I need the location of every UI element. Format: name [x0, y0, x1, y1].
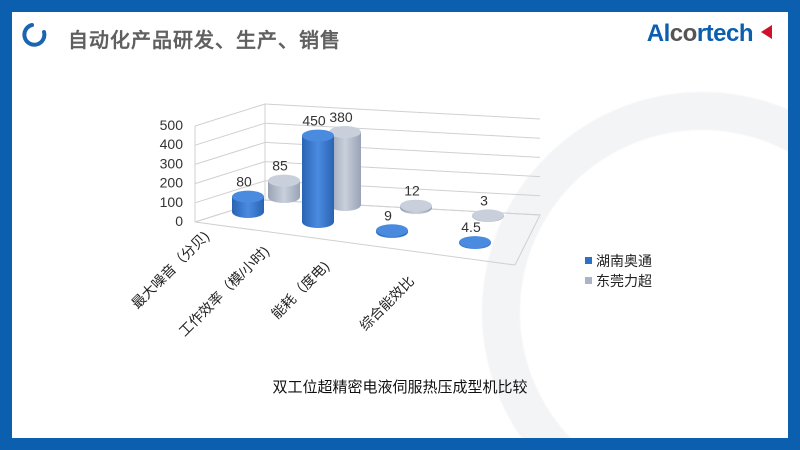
slide	[12, 12, 788, 438]
cylinder-top	[472, 209, 504, 222]
data-label: 9	[384, 207, 392, 223]
gridline	[194, 103, 541, 127]
y-tick-label: 100	[160, 194, 184, 210]
logo-text-1: Al	[646, 20, 671, 47]
gridline	[194, 122, 541, 146]
legend-swatch	[585, 257, 592, 264]
legend-swatch	[585, 277, 592, 284]
data-label: 450	[302, 113, 326, 129]
cylinder-bar	[232, 196, 264, 218]
data-label: 80	[236, 174, 252, 190]
legend-label: 湖南奥通	[596, 253, 652, 269]
page-title: 自动化产品研发、生产、销售	[68, 30, 341, 52]
y-tick-label: 300	[160, 155, 184, 171]
y-tick-label: 400	[160, 136, 184, 152]
logo-text-2: co	[669, 20, 698, 47]
x-tick-label: 能耗（度电)	[268, 258, 332, 322]
circular-arrow-icon	[22, 23, 47, 47]
gridline	[194, 141, 541, 165]
chart-title: 双工位超精密电液伺服热压成型机比较	[272, 379, 528, 396]
legend-item-0: 湖南奥通	[585, 251, 652, 271]
data-label: 12	[404, 183, 420, 199]
logo-triangle-icon	[761, 25, 772, 39]
data-label: 380	[329, 109, 353, 125]
cylinder-bar	[268, 180, 300, 203]
y-tick-label: 200	[160, 175, 184, 191]
cylinder-top	[329, 126, 361, 139]
x-tick-label: 最大噪音（分贝)	[128, 228, 212, 312]
y-tick-label: 500	[160, 117, 184, 133]
brand-logo: Alcortech	[647, 20, 772, 48]
legend: 湖南奥通 东莞力超	[585, 251, 652, 291]
data-label: 3	[480, 192, 488, 208]
cylinder-top	[268, 174, 300, 187]
cylinder-bar	[329, 132, 361, 211]
cylinder-top	[376, 224, 408, 237]
legend-item-1: 东莞力超	[585, 271, 652, 291]
cylinder-bar	[302, 135, 334, 228]
cylinder-top	[400, 199, 432, 212]
data-label: 4.5	[461, 219, 481, 235]
logo-text-3: rtech	[696, 20, 754, 47]
data-label: 85	[272, 158, 288, 174]
y-tick-label: 0	[175, 213, 183, 229]
cylinder-top	[232, 190, 264, 203]
cylinder-top	[302, 129, 334, 142]
x-tick-label: 综合能效比	[356, 273, 417, 334]
cylinder-top	[459, 236, 491, 249]
legend-label: 东莞力超	[596, 273, 652, 289]
